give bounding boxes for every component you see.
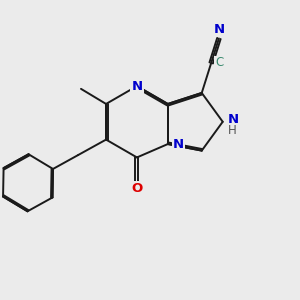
- Text: H: H: [228, 124, 237, 137]
- Text: C: C: [215, 56, 223, 70]
- Text: O: O: [131, 182, 142, 195]
- Text: N: N: [173, 138, 184, 151]
- Text: N: N: [228, 113, 239, 126]
- Text: N: N: [131, 80, 142, 93]
- Text: N: N: [213, 23, 224, 36]
